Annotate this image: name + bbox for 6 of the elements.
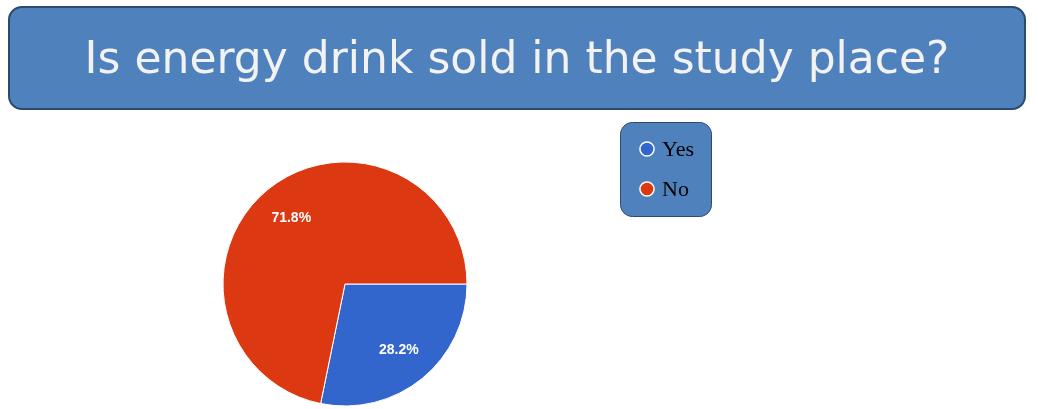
- pie-slice: [222, 161, 468, 405]
- legend-label: Yes: [662, 136, 695, 161]
- chart-title: Is energy drink sold in the study place?: [8, 6, 1026, 110]
- legend-label: No: [662, 176, 689, 201]
- data-label: 71.8%: [271, 209, 312, 226]
- data-label: 28.2%: [378, 340, 420, 357]
